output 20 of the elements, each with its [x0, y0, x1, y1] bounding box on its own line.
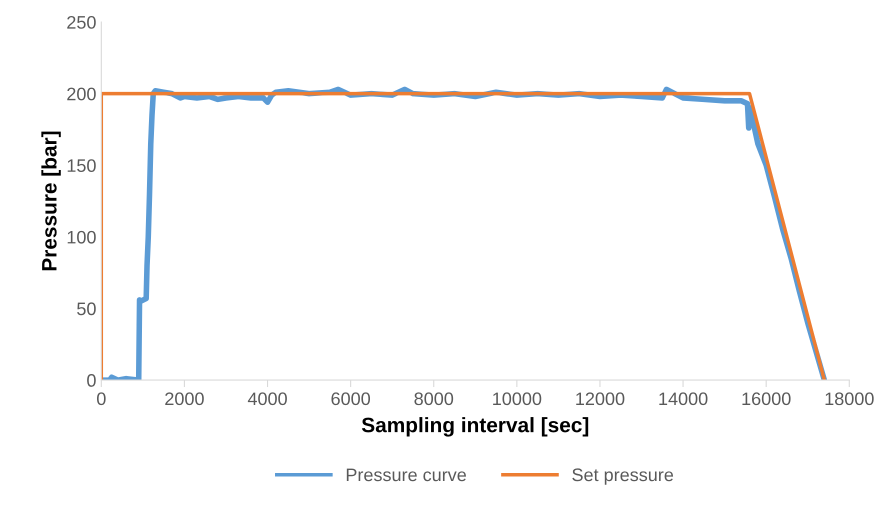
x-tick-label: 8000 — [414, 392, 454, 406]
x-tick-label: 18000 — [826, 392, 874, 406]
y-tick-label: 200 — [67, 88, 96, 100]
y-tick-label: 100 — [68, 230, 96, 244]
x-tick-label: 14000 — [659, 392, 708, 406]
x-tick-label: 6000 — [331, 392, 370, 406]
x-tick-label: 10000 — [493, 392, 542, 406]
x-tick-label: 0 — [97, 392, 106, 406]
y-axis-title: Pressure [bar] — [41, 132, 61, 270]
x-tick-label: 4000 — [248, 392, 287, 406]
y-tick-label: 150 — [68, 159, 96, 172]
legend-label: Pressure curve — [346, 468, 466, 482]
legend-label: Set pressure — [572, 468, 674, 485]
x-axis-title: Sampling interval [sec] — [362, 417, 588, 437]
x-tick-label: 2000 — [165, 392, 204, 406]
x-tick-label: 16000 — [742, 392, 791, 406]
x-tick-label: 12000 — [576, 392, 624, 406]
y-tick-label: 0 — [87, 374, 96, 387]
y-tick-label: 50 — [77, 302, 96, 316]
y-tick-label: 250 — [67, 16, 96, 29]
